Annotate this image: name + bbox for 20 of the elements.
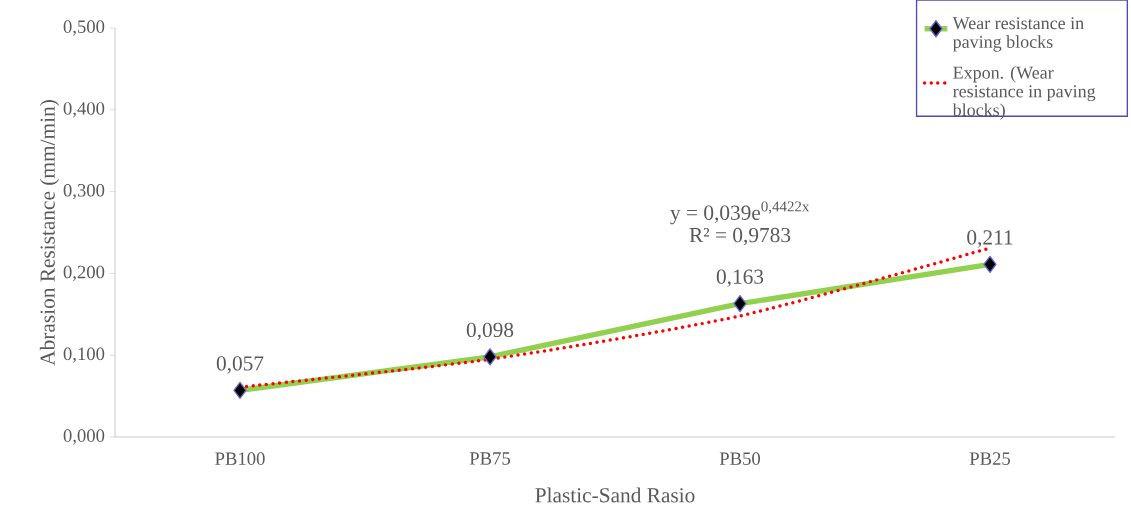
x-tick-label: PB100 bbox=[215, 452, 265, 465]
y-tick-label: 0,100 bbox=[63, 347, 105, 363]
y-axis-title: Abrasion Resistance (mm/min) bbox=[39, 100, 60, 366]
legend-label: Wear resistance in paving blocks bbox=[952, 17, 1084, 52]
y-tick-label: 0,400 bbox=[63, 102, 105, 118]
data-label: 0,057 bbox=[216, 356, 264, 374]
y-tick-label: 0,500 bbox=[63, 20, 105, 36]
y-tick-label: 0,000 bbox=[63, 429, 105, 445]
y-tick-label: 0,300 bbox=[63, 183, 105, 200]
x-tick-label: PB25 bbox=[969, 452, 1011, 465]
data-label: 0,163 bbox=[716, 269, 764, 287]
legend-label: Expon. (Wear resistance in paving blocks) bbox=[952, 66, 1096, 120]
annotation: R² = 0,9783 bbox=[689, 227, 791, 246]
y-tick-label: 0,200 bbox=[63, 265, 105, 282]
x-axis-title: Plastic-Sand Rasio bbox=[535, 487, 695, 503]
annotation: y = 0,039e$^{0,4422x}$ bbox=[670, 201, 810, 225]
data-label: 0,211 bbox=[967, 230, 1013, 248]
data-label: 0,098 bbox=[466, 322, 514, 341]
x-tick-label: PB50 bbox=[719, 452, 761, 465]
x-tick-label: PB75 bbox=[469, 452, 511, 465]
